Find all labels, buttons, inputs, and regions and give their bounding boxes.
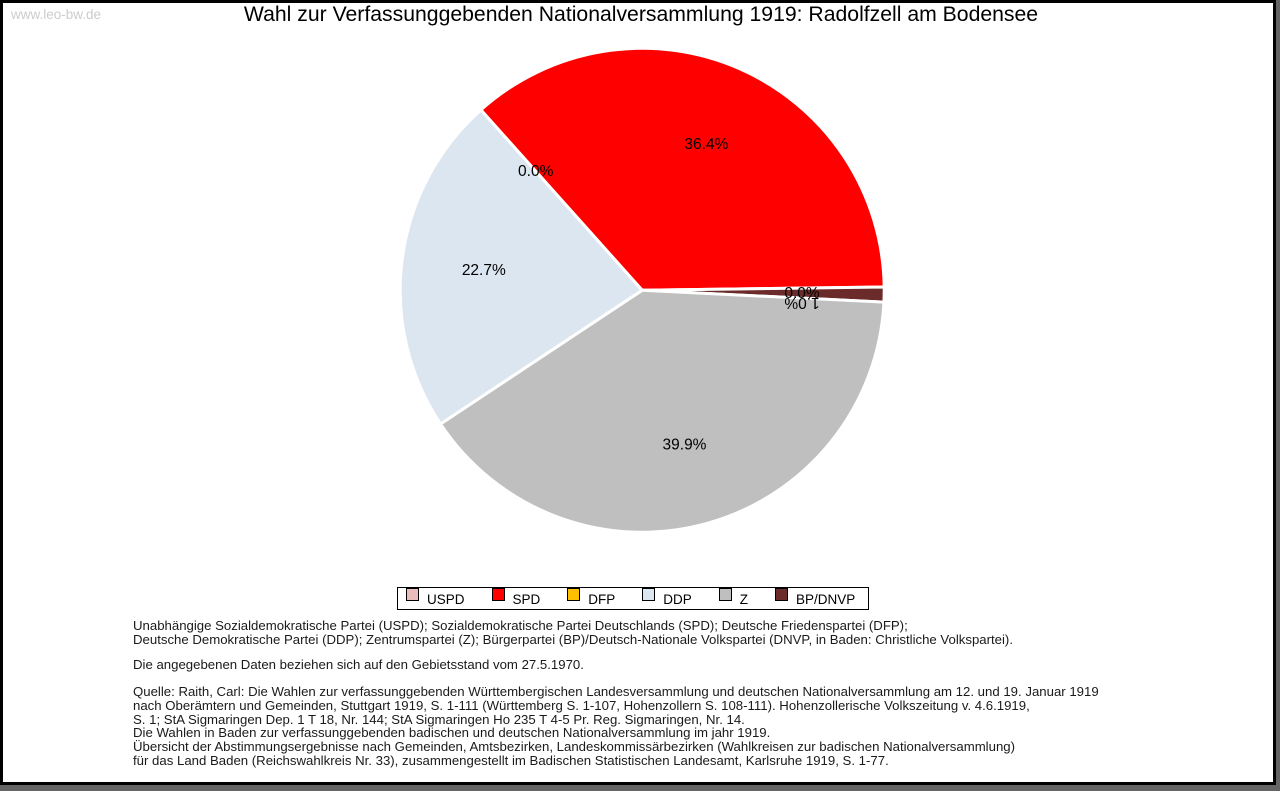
svg-text:22.7%: 22.7% <box>462 262 506 279</box>
svg-text:36.4%: 36.4% <box>684 136 728 153</box>
svg-text:39.9%: 39.9% <box>663 436 707 453</box>
svg-text:0.0%: 0.0% <box>518 163 554 180</box>
svg-text:1.0%: 1.0% <box>784 294 820 311</box>
